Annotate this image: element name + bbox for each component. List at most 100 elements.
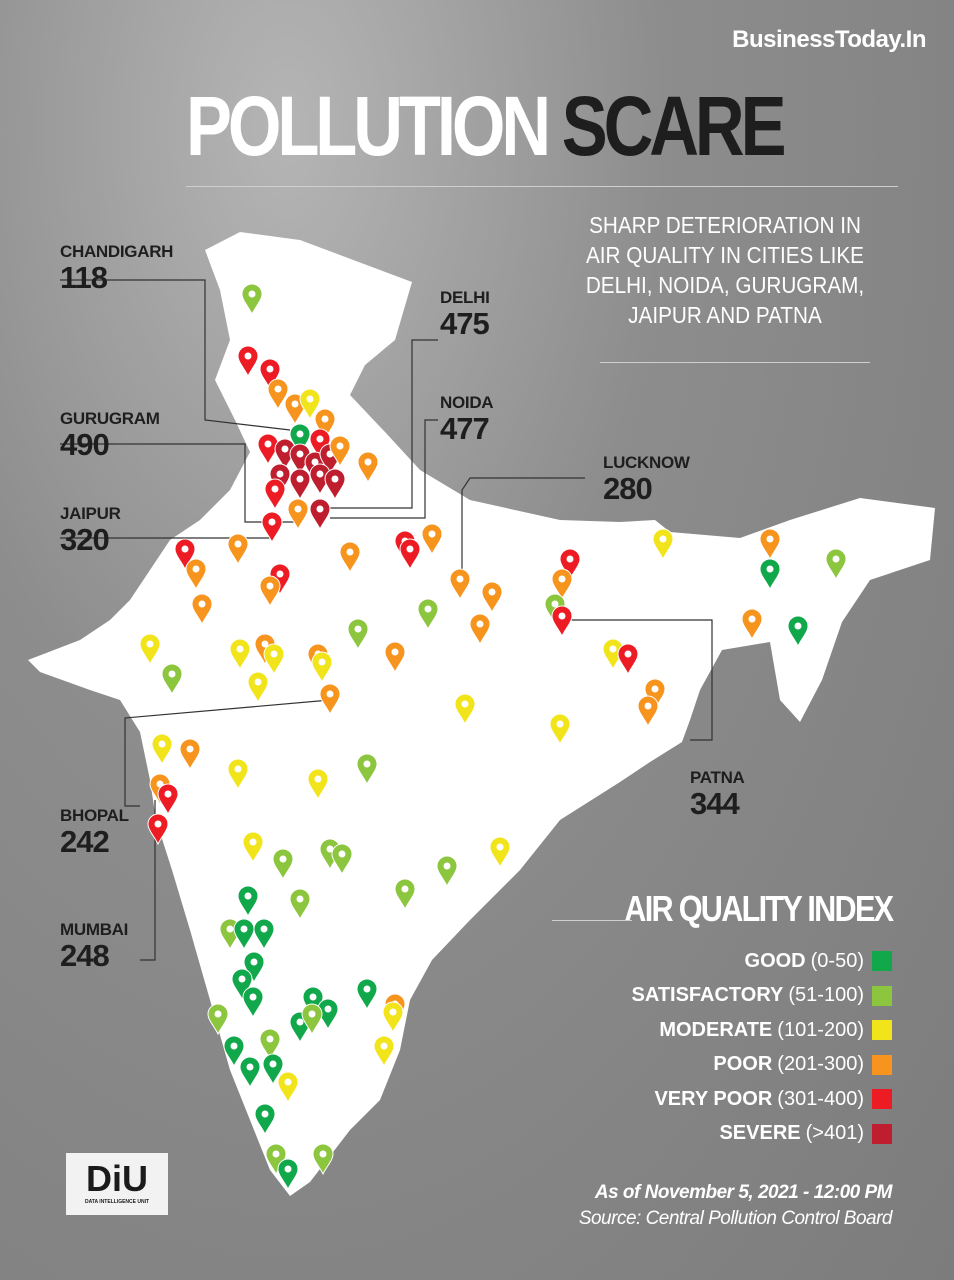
- aqi-marker-moderate: [227, 758, 249, 791]
- aqi-marker-poor: [329, 435, 351, 468]
- marker-dot: [319, 1150, 327, 1158]
- city-label-delhi: DELHI 475: [440, 288, 490, 341]
- aqi-marker-severe: [289, 468, 311, 501]
- aqi-marker-poor: [267, 378, 289, 411]
- marker-dot: [291, 400, 299, 408]
- aqi-marker-poor: [759, 528, 781, 561]
- aqi-marker-very-poor: [399, 538, 421, 571]
- aqi-marker-poor: [421, 523, 443, 556]
- marker-dot: [164, 790, 172, 798]
- marker-dot: [428, 530, 436, 538]
- city-label-bhopal: BHOPAL 242: [60, 806, 129, 859]
- marker-dot: [234, 540, 242, 548]
- marker-dot: [338, 850, 346, 858]
- marker-dot: [181, 545, 189, 553]
- marker-dot: [314, 775, 322, 783]
- marker-dot: [401, 885, 409, 893]
- marker-dot: [556, 720, 564, 728]
- aqi-marker-moderate: [373, 1035, 395, 1068]
- legend-item-satisfactory: SATISFACTORY (51-100): [632, 979, 892, 1014]
- aqi-marker-poor: [637, 695, 659, 728]
- marker-dot: [236, 645, 244, 653]
- marker-dot: [266, 1035, 274, 1043]
- aqi-marker-poor: [191, 593, 213, 626]
- marker-dot: [240, 925, 248, 933]
- marker-dot: [214, 1010, 222, 1018]
- aqi-marker-very-poor: [157, 783, 179, 816]
- marker-dot: [154, 820, 162, 828]
- aqi-marker-poor: [319, 683, 341, 716]
- aqi-marker-very-poor: [174, 538, 196, 571]
- marker-dot: [264, 440, 272, 448]
- aqi-marker-moderate: [299, 388, 321, 421]
- marker-dot: [558, 612, 566, 620]
- marker-dot: [296, 475, 304, 483]
- aqi-marker-satisfactory: [331, 843, 353, 876]
- marker-dot: [346, 548, 354, 556]
- marker-dot: [476, 620, 484, 628]
- marker-dot: [318, 658, 326, 666]
- aqi-marker-satisfactory: [241, 283, 263, 316]
- marker-dot: [306, 395, 314, 403]
- aqi-marker-moderate: [151, 733, 173, 766]
- aqi-marker-severe: [324, 468, 346, 501]
- marker-dot: [296, 895, 304, 903]
- aqi-marker-very-poor: [259, 358, 281, 391]
- marker-dot: [248, 290, 256, 298]
- aqi-marker-satisfactory: [347, 618, 369, 651]
- marker-dot: [266, 582, 274, 590]
- aqi-marker-moderate: [242, 831, 264, 864]
- marker-dot: [331, 475, 339, 483]
- city-label-gurugram: GURUGRAM 490: [60, 409, 160, 462]
- aqi-marker-poor: [449, 568, 471, 601]
- marker-dot: [296, 450, 304, 458]
- swatch-severe: [872, 1123, 892, 1144]
- swatch-very-poor: [872, 1089, 892, 1110]
- aqi-marker-good: [289, 423, 311, 456]
- marker-dot: [276, 570, 284, 578]
- aqi-marker-moderate: [277, 1071, 299, 1104]
- marker-dot: [488, 588, 496, 596]
- marker-dot: [296, 430, 304, 438]
- aqi-marker-good: [254, 1103, 276, 1136]
- aqi-marker-satisfactory: [312, 1143, 334, 1176]
- marker-dot: [391, 648, 399, 656]
- marker-dot: [284, 1165, 292, 1173]
- aqi-marker-poor: [339, 541, 361, 574]
- city-label-patna: PATNA 344: [690, 768, 745, 821]
- aqi-marker-very-poor: [559, 548, 581, 581]
- city-label-mumbai: MUMBAI 248: [60, 920, 129, 973]
- marker-dot: [244, 892, 252, 900]
- marker-dot: [226, 925, 234, 933]
- aqi-marker-very-poor: [237, 345, 259, 378]
- source: Source: Central Pollution Control Board: [578, 1208, 893, 1229]
- aqi-marker-very-poor: [551, 605, 573, 638]
- aqi-marker-moderate: [229, 638, 251, 671]
- marker-dot: [261, 1110, 269, 1118]
- divider: [552, 920, 632, 921]
- marker-dot: [363, 760, 371, 768]
- aqi-marker-good: [262, 1053, 284, 1086]
- marker-dot: [766, 565, 774, 573]
- marker-dot: [443, 862, 451, 870]
- aqi-marker-poor: [287, 498, 309, 531]
- legend-item-severe: SEVERE (>401): [632, 1117, 892, 1152]
- city-label-jaipur: JAIPUR 320: [60, 504, 121, 557]
- marker-dot: [198, 600, 206, 608]
- marker-dot: [274, 385, 282, 393]
- marker-dot: [336, 442, 344, 450]
- marker-dot: [558, 575, 566, 583]
- marker-dot: [246, 1063, 254, 1071]
- aqi-marker-satisfactory: [272, 848, 294, 881]
- legend: GOOD (0-50) SATISFACTORY (51-100) MODERATE…: [632, 944, 892, 1151]
- aqi-marker-moderate: [139, 633, 161, 666]
- title-part1: POLLUTION: [186, 79, 551, 173]
- legend-item-poor: POOR (201-300): [632, 1048, 892, 1083]
- aqi-marker-satisfactory: [301, 1003, 323, 1036]
- marker-dot: [238, 975, 246, 983]
- marker-dot: [234, 765, 242, 773]
- marker-dot: [551, 600, 559, 608]
- marker-dot: [316, 470, 324, 478]
- legend-item-very-poor: VERY POOR (301-400): [632, 1082, 892, 1117]
